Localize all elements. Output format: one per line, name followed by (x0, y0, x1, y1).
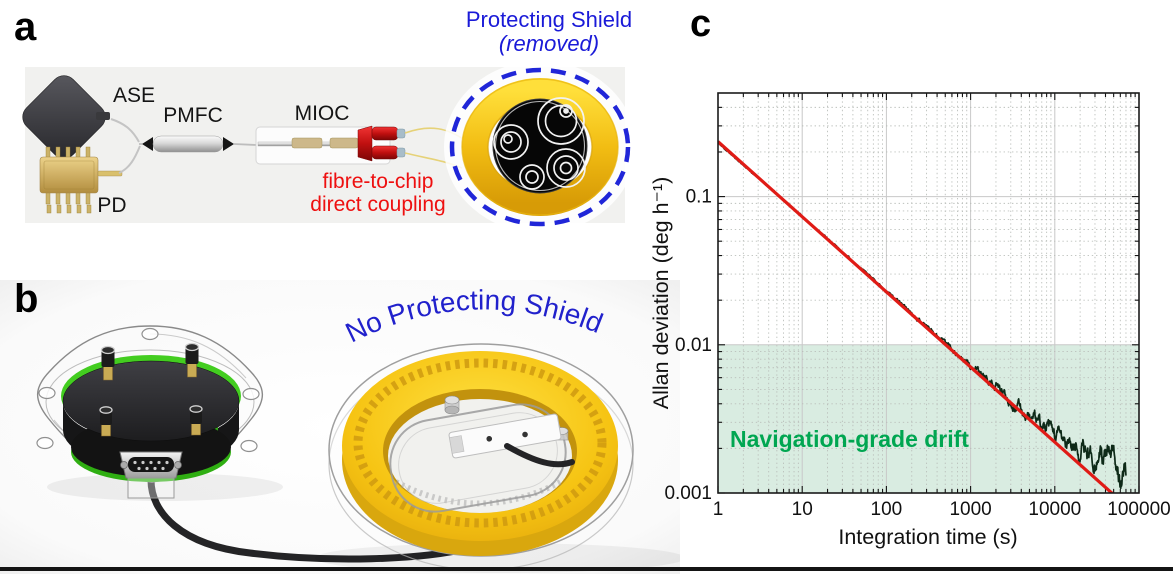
x-tick-label: 100000 (1107, 499, 1170, 520)
x-axis-label: Integration time (s) (838, 525, 1017, 549)
panel-b-label: b (14, 277, 38, 321)
shield-note-line1: Protecting Shield (466, 7, 632, 32)
protecting-shield-outline (449, 67, 631, 227)
db9-connector-icon (119, 451, 183, 479)
baseplate-racetrack (389, 403, 567, 513)
flange-tab (127, 477, 175, 499)
y-tick-label: 0.1 (686, 187, 712, 208)
pmfc-coupler-icon (142, 135, 257, 153)
coil-cable-segment (504, 443, 575, 468)
y-axis-label: Allan deviation (deg h⁻¹) (649, 177, 673, 409)
ase-source-icon (22, 75, 110, 159)
grid (718, 93, 1139, 493)
shield-note-line2: (removed) (499, 31, 599, 56)
mioc-chip-in-coil (448, 413, 562, 459)
fit-line (718, 140, 1115, 493)
pd-label: PD (97, 194, 126, 217)
coupling-note-line1: fibre-to-chip (323, 170, 434, 193)
navigation-grade-region (718, 344, 1139, 493)
flange-holes (36, 327, 260, 453)
panel-a-label: a (14, 5, 37, 49)
photodiode-icon (39, 146, 123, 214)
fiber-coil-icon (444, 61, 636, 233)
fiber-y-coupler (110, 118, 142, 174)
tick-labels: 1 10 100 1000 10000 100000 0.1 0.01 0.001 (664, 187, 1170, 520)
figure-bottom-rule (0, 567, 1173, 571)
mioc-modulator-icon (255, 125, 406, 165)
panel-c-label: c (690, 3, 711, 45)
plot-frame (717, 92, 1140, 494)
x-tick-label: 1 (713, 499, 724, 520)
panel-c-allan-chart: 1 10 100 1000 10000 100000 0.1 0.01 0.001 c Alla… (649, 3, 1171, 549)
chart-plot-area: 1 10 100 1000 10000 100000 0.1 0.01 0.001 (664, 92, 1171, 520)
y-tick-label: 0.01 (675, 335, 712, 356)
fiber-loops-texture (353, 358, 607, 528)
navigation-grade-drift-label: Navigation-grade drift (730, 426, 969, 452)
coupling-note-line2: direct coupling (310, 193, 445, 216)
x-tick-label: 10000 (1028, 499, 1081, 520)
gyro-device-icon (36, 325, 283, 501)
panel-a: a ASE PD (14, 5, 636, 233)
mioc-label: MIOC (295, 102, 350, 125)
pmfc-label: PMFC (163, 104, 223, 127)
waveguide-chip-icon (492, 97, 588, 194)
fiber-coil-no-shield-icon (315, 343, 680, 573)
x-tick-label: 10 (792, 499, 813, 520)
ase-label: ASE (113, 84, 155, 107)
y-tick-label: 0.001 (664, 483, 712, 504)
panel-b: b (0, 277, 680, 574)
mounting-post (444, 395, 460, 415)
x-tick-label: 100 (871, 499, 903, 520)
x-tick-label: 1000 (949, 499, 991, 520)
standoffs (99, 342, 203, 437)
top-disc (62, 360, 240, 442)
